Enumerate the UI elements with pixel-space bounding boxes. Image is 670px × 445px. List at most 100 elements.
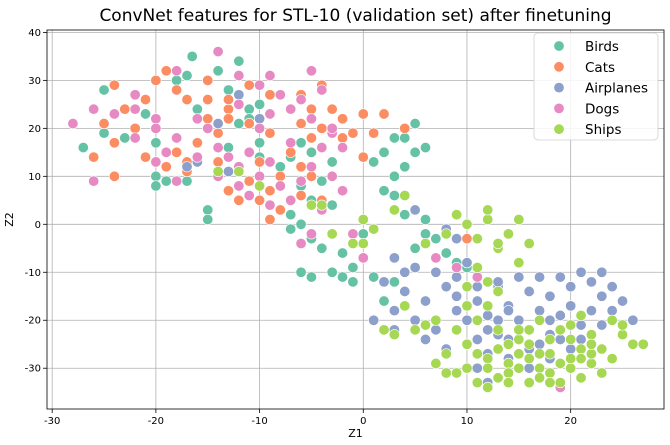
dogs-point [285,138,295,148]
cats-point [130,123,140,133]
chart-title: ConvNet features for STL-10 (validation … [99,6,611,26]
airplanes-point [472,296,482,306]
birds-point [244,104,254,114]
y-tick-label: 40 [28,28,41,39]
dogs-point [337,142,347,152]
ships-point [420,320,430,330]
airplanes-point [483,310,493,320]
airplanes-point [254,114,264,124]
birds-point [151,181,161,191]
ships-point [586,349,596,359]
ships-point [462,219,472,229]
ships-point [565,320,575,330]
dogs-point [151,157,161,167]
dogs-point [213,46,223,56]
x-tick-label: -10 [251,416,267,427]
ships-point [503,368,513,378]
dogs-point [348,229,358,239]
birds-point [348,277,358,287]
airplanes-point [555,272,565,282]
birds-point [192,104,202,114]
legend-label: Airplanes [585,81,648,97]
ships-point [483,382,493,392]
ships-point [358,238,368,248]
ships-point [431,358,441,368]
birds-point [254,99,264,109]
dogs-point [130,133,140,143]
birds-point [420,229,430,239]
y-tick-label: -20 [25,316,41,327]
dogs-point [171,176,181,186]
birds-point [379,296,389,306]
dogs-point [265,70,275,80]
airplanes-point [420,334,430,344]
ships-point [586,358,596,368]
legend-marker [554,103,564,113]
ships-point [317,200,327,210]
airplanes-point [576,320,586,330]
ships-point [483,363,493,373]
birds-point [306,272,316,282]
airplanes-point [389,253,399,263]
cats-point [462,233,472,243]
ships-point [431,315,441,325]
airplanes-point [410,205,420,215]
birds-point [400,133,410,143]
birds-point [161,176,171,186]
cats-point [265,186,275,196]
cats-point [120,104,130,114]
legend-label: Birds [585,39,619,55]
cats-point [358,152,368,162]
x-tick-label: -30 [44,416,60,427]
ships-point [524,339,534,349]
y-tick-label: 20 [28,124,41,135]
dogs-point [306,229,316,239]
cats-point [140,152,150,162]
ships-point [441,349,451,359]
birds-point [410,243,420,253]
cats-point [244,80,254,90]
cats-point [265,128,275,138]
dogs-point [296,238,306,248]
dogs-point [88,104,98,114]
ships-point [514,334,524,344]
cats-point [213,128,223,138]
ships-point [441,368,451,378]
birds-point [327,200,337,210]
ships-point [638,339,648,349]
cats-point [296,162,306,172]
dogs-point [296,94,306,104]
airplanes-point [597,320,607,330]
airplanes-point [182,162,192,172]
cats-point [285,147,295,157]
cats-point [358,109,368,119]
airplanes-point [493,315,503,325]
birds-point [99,85,109,95]
ships-point [213,166,223,176]
ships-point [462,339,472,349]
ships-point [503,339,513,349]
ships-point [514,363,524,373]
airplanes-point [607,281,617,291]
dogs-point [130,90,140,100]
ships-point [617,320,627,330]
airplanes-point [451,272,461,282]
cats-point [109,171,119,181]
dogs-point [171,66,181,76]
airplanes-point [524,286,534,296]
dogs-point [151,123,161,133]
birds-point [420,214,430,224]
birds-point [327,157,337,167]
dogs-point [337,186,347,196]
birds-point [431,233,441,243]
airplanes-point [472,334,482,344]
dogs-point [244,147,254,157]
ships-point [389,205,399,215]
ships-point [607,315,617,325]
dogs-point [234,181,244,191]
birds-point [285,224,295,234]
cats-point [327,104,337,114]
birds-point [99,128,109,138]
birds-point [223,85,233,95]
